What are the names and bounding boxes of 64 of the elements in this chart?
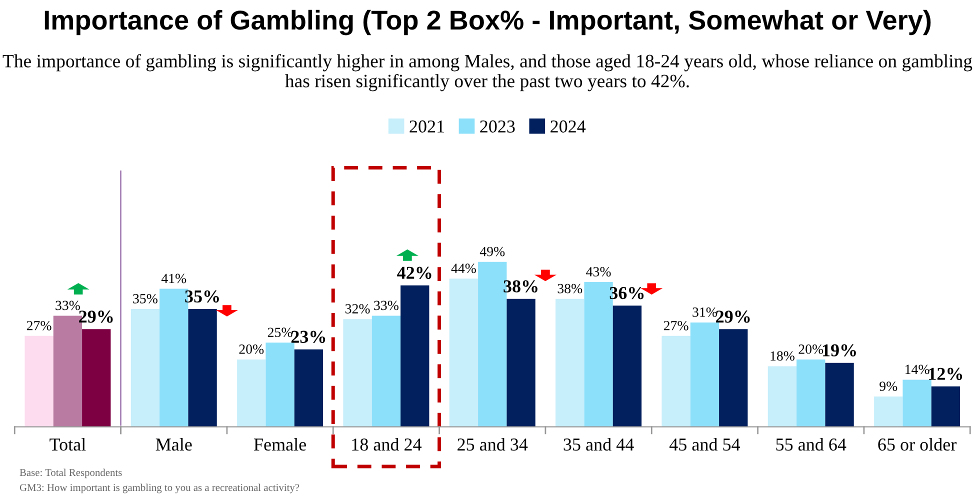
bar [874,396,903,427]
bar [719,329,748,427]
bar [130,308,160,427]
data-label: 33% [374,300,398,310]
data-label: 29% [716,310,750,323]
bar [506,298,536,427]
data-label: 31% [692,307,717,317]
legend-label: 2023 [480,120,515,133]
x-tick-label: 25 and 34 [458,438,528,451]
text: Importance of Gambling (Top 2 Box% - Important, Somewhat or Very) [44,10,931,36]
x-tick-label: 55 and 64 [776,438,846,451]
data-label: 9% [880,382,898,391]
bar [372,316,401,427]
data-label: 38% [504,280,538,292]
data-label: 49% [480,246,505,256]
data-label: 44% [451,264,476,274]
data-label: 14% [906,364,930,374]
data-label: 23% [291,330,326,343]
x-tick-label: 35 and 44 [564,438,634,451]
bar [931,386,960,427]
bar [449,278,478,427]
data-label: 42% [397,266,432,280]
data-label: 25% [268,328,292,338]
data-label: 20% [798,344,824,354]
data-label: 38% [558,284,582,294]
text: GM3: How important is gambling to you as a recreational activity? [20,484,300,494]
data-label: 12% [929,368,962,380]
data-label: 36% [610,286,644,300]
bar [188,308,217,427]
x-tick-label: 18 and 24 [352,438,422,451]
bar [343,319,372,427]
text: Base: Total Respondents [20,468,122,478]
x-tick-label: 65 or older [878,438,956,451]
data-label: 18% [770,351,794,361]
data-label: 32% [345,304,370,314]
bar [796,359,826,427]
bar [556,298,584,427]
data-label: 27% [664,320,688,330]
x-tick-label: Male [156,438,192,451]
data-label: 27% [26,320,52,330]
legend-label: 2021 [410,120,444,133]
data-label: 35% [185,290,219,303]
bar [825,362,854,427]
data-label: 33% [56,300,80,310]
data-label: 41% [161,274,186,284]
bar [237,359,266,427]
x-tick-label: 45 and 54 [669,438,740,451]
data-label: 29% [79,310,113,323]
bar [768,366,797,427]
bar [400,285,430,427]
text: The importance of gambling is significantly higher in among Males, and those aged 18-24 years old, whose reliance on gambling has risen significantly over the past two years to 42%. [2,54,972,92]
data-label: 19% [822,344,856,356]
data-label: 35% [133,294,158,304]
x-tick-label: Total [50,438,86,451]
data-label: 20% [239,344,264,354]
bar [902,380,932,427]
bar [662,336,690,427]
bar [612,306,642,427]
bar [266,342,294,427]
legend-label: 2024 [550,120,586,133]
data-label: 43% [586,267,611,276]
bar [294,349,324,427]
x-tick-label: Female [254,438,306,451]
bar [690,322,720,427]
